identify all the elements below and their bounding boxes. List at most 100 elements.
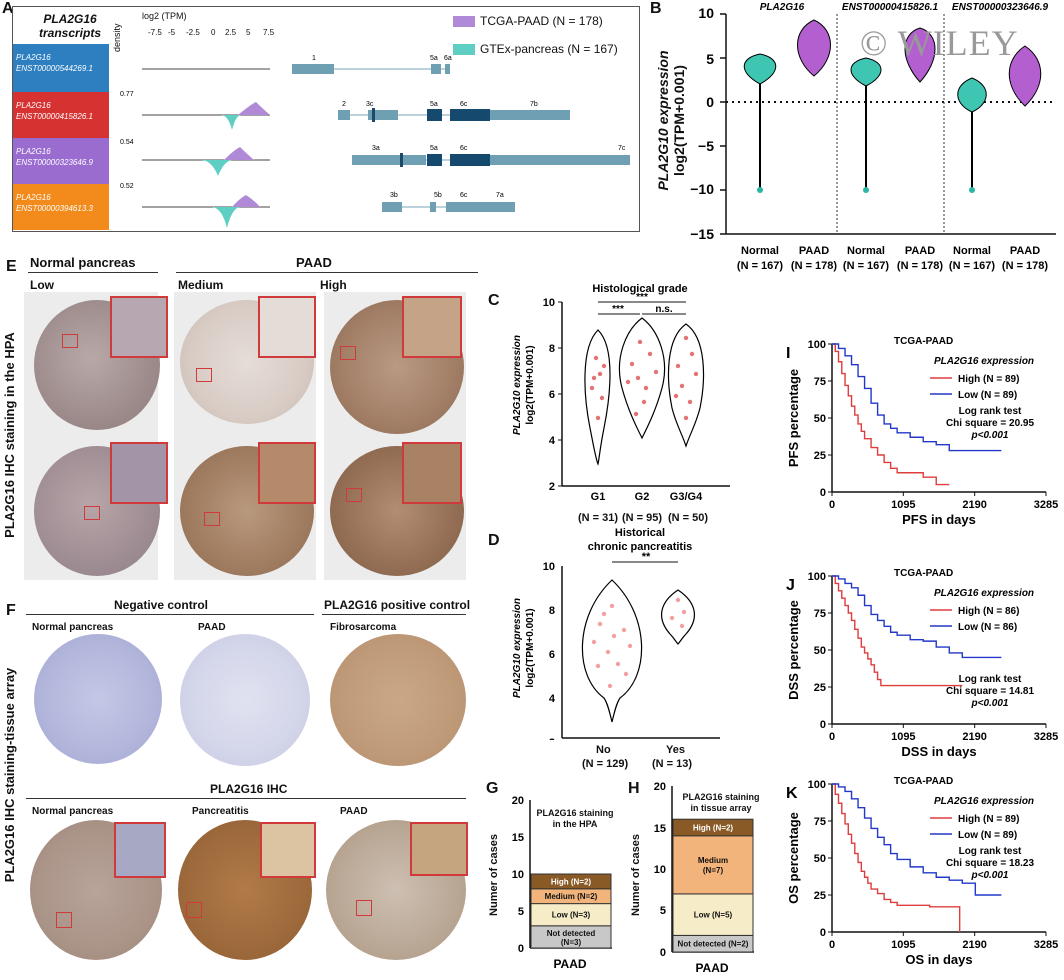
stack-label: Low (N=3) <box>552 911 591 920</box>
density-max: 0.52 <box>120 183 134 190</box>
km-xlabel: PFS in days <box>902 512 976 527</box>
label-medium: Medium <box>178 278 224 292</box>
km-cohort: TCGA-PAAD <box>894 568 953 579</box>
km-xtick: 2190 <box>962 499 986 511</box>
svg-text:6: 6 <box>549 389 555 401</box>
svg-text:3c: 3c <box>366 101 374 108</box>
svg-text:(N = 167): (N = 167) <box>949 260 995 272</box>
svg-text:(N = 178): (N = 178) <box>897 260 943 272</box>
exon-1 <box>292 64 334 74</box>
watermark: © WILEY <box>860 23 1019 63</box>
header-negative-control: Negative control <box>114 598 209 612</box>
km-ytick: 100 <box>808 339 826 351</box>
chart-d-violin: Historical chronic pancreatitis PLA2G10 … <box>512 527 720 740</box>
km-xlabel: DSS in days <box>901 744 976 759</box>
axis-ticks-a: -7.5 -5 -2.5 0 2.5 5 7.5 <box>148 28 275 37</box>
violin-normal-3 <box>957 77 987 190</box>
label-pancreatitis: Pancreatitis <box>192 806 249 817</box>
transcript-label: PLA2G16 ENST00000394613.3 <box>13 184 109 230</box>
svg-text:5b: 5b <box>434 192 442 199</box>
svg-text:(N = 167): (N = 167) <box>737 260 783 272</box>
svg-text:6: 6 <box>549 649 555 661</box>
label-normal-pancreas: Normal pancreas <box>32 806 114 817</box>
transcript-structures: 1 5a 6a 2 3c 5a 6c 7b 3a 5a 6c 7c 3b 5b … <box>120 55 630 228</box>
violin-normal-2 <box>850 57 882 190</box>
km-ytick: 50 <box>814 413 826 425</box>
svg-text:PAAD: PAAD <box>799 245 829 257</box>
km-test: Log rank test <box>959 406 1022 417</box>
km-ytick: 0 <box>820 927 826 939</box>
stack-label: Medium (N=2) <box>545 892 598 901</box>
svg-text:8: 8 <box>549 343 555 355</box>
transcript-label: PLA2G16 ENST00000323646.9 <box>13 138 109 184</box>
header-ihc: PLA2G16 IHC <box>210 782 288 796</box>
km-ytick: 75 <box>814 376 826 388</box>
svg-text:**: ** <box>642 551 651 563</box>
svg-text:Historical: Historical <box>615 527 665 539</box>
km-cohort: TCGA-PAAD <box>894 336 953 347</box>
svg-text:10: 10 <box>543 297 555 309</box>
panel-letter-f: F <box>6 602 16 619</box>
panel-letter-a: A <box>2 0 14 17</box>
svg-text:(N = 167): (N = 167) <box>843 260 889 272</box>
panel-a-title: PLA2G16 transcripts <box>38 12 102 40</box>
svg-text:3b: 3b <box>390 192 398 199</box>
km-curve <box>832 343 950 486</box>
svg-text:0: 0 <box>660 947 666 959</box>
svg-text:20: 20 <box>654 781 666 793</box>
km-chi: Chi square = 14.81 <box>946 686 1035 697</box>
side-label-f: PLA2G16 IHC staining-tissue array <box>2 667 17 883</box>
svg-text:−5: −5 <box>698 138 714 154</box>
svg-text:8: 8 <box>549 605 555 617</box>
svg-text:0: 0 <box>706 94 714 110</box>
violin-normal-1 <box>743 53 777 190</box>
header-normal-pancreas: Normal pancreas <box>30 255 136 270</box>
km-ytick: 25 <box>814 890 826 902</box>
svg-text:7b: 7b <box>530 101 538 108</box>
exon-label: 6a <box>444 55 452 62</box>
c-n-g3: (N = 50) <box>668 512 709 524</box>
label-low: Low <box>30 278 54 292</box>
svg-text:3a: 3a <box>372 145 380 152</box>
exon-6a <box>445 64 450 74</box>
chart-b-violin: 10 5 0 −5 −10 −15 PLA2G16 ENST0000041582… <box>690 2 1056 272</box>
panel-letter-g: G <box>486 780 499 797</box>
stack-segment <box>672 835 754 895</box>
km-ytick: 100 <box>808 571 826 583</box>
svg-text:10: 10 <box>654 864 666 876</box>
km-p: p<0.001 <box>971 870 1009 881</box>
violin-paad-2 <box>904 27 936 83</box>
transcript-label: PLA2G16 ENST00000415826.1 <box>13 92 109 138</box>
svg-text:Histological grade: Histological grade <box>592 283 687 295</box>
exon-label: 5a <box>430 55 438 62</box>
km-ylabel: PFS percentage <box>786 369 801 467</box>
legend-tcga: TCGA-PAAD (N = 178) <box>480 14 603 28</box>
g-ylabel: Numer of cases <box>488 834 500 916</box>
svg-text:PAAD: PAAD <box>553 957 586 971</box>
km-xtick: 2190 <box>962 939 986 951</box>
panel-a-frame <box>12 6 640 232</box>
km-ytick: 75 <box>814 608 826 620</box>
g-title: PLA2G16 staining in the HPA <box>536 808 614 829</box>
svg-text:5: 5 <box>660 905 666 917</box>
panel-b-ylabel: PLA2G10 expression log2(TPM+0.001) <box>655 50 687 191</box>
stack-segment <box>672 818 754 837</box>
violin-paad-1 <box>797 19 831 77</box>
km-cohort: TCGA-PAAD <box>894 776 953 787</box>
km-ytick: 75 <box>814 816 826 828</box>
svg-text:5: 5 <box>518 906 524 918</box>
svg-text:PAAD: PAAD <box>695 961 728 975</box>
svg-text:6c: 6c <box>460 101 468 108</box>
legend-swatch-tcga <box>453 16 475 27</box>
km-test: Log rank test <box>959 846 1022 857</box>
stack-label: Not detected (N=3) <box>547 929 596 947</box>
svg-text:log2(TPM+0.001): log2(TPM+0.001) <box>525 608 536 687</box>
svg-text:chronic pancreatitis: chronic pancreatitis <box>588 541 693 553</box>
km-curve <box>832 783 1002 896</box>
chart-c-violin: Histological grade PLA2G10 expression lo… <box>512 283 730 500</box>
km-curve <box>832 343 1002 452</box>
stack-segment <box>672 893 754 936</box>
label-normal-pancreas: Normal pancreas <box>32 622 114 633</box>
km-ytick: 0 <box>820 719 826 731</box>
km-curve <box>832 575 1002 659</box>
